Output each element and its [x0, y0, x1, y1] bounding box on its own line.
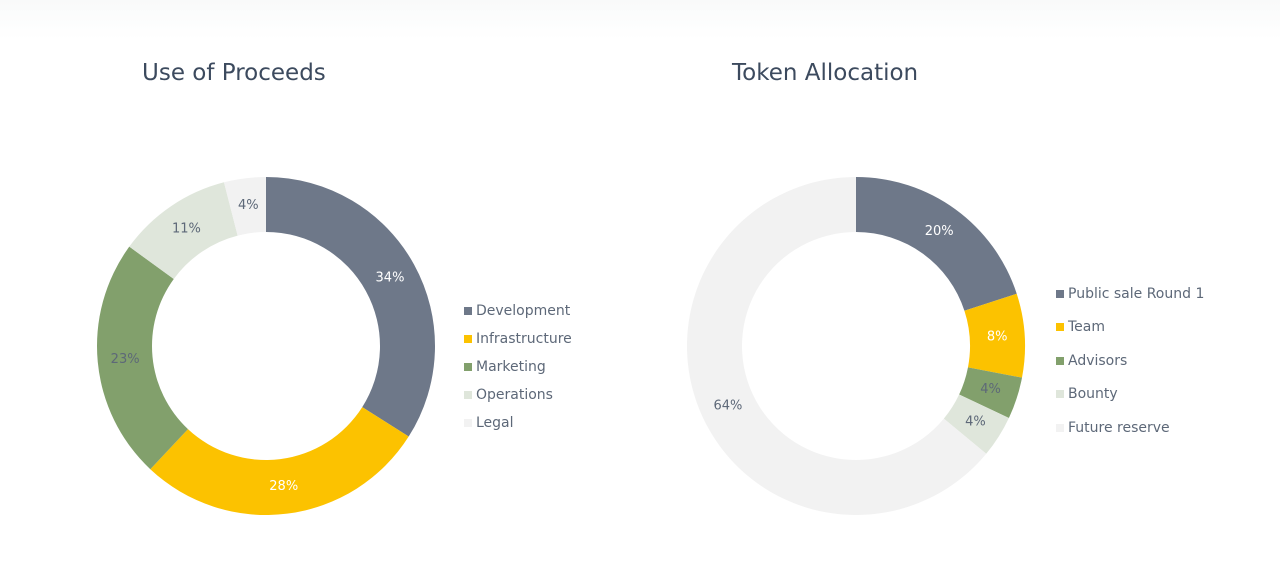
slice-future-reserve — [687, 177, 987, 515]
legend-label: Marketing — [476, 359, 546, 375]
legend-item: Legal — [464, 409, 572, 437]
legend-label: Infrastructure — [476, 331, 572, 347]
legend-item: Infrastructure — [464, 325, 572, 353]
slice-legal — [223, 177, 266, 236]
slice-operations — [129, 182, 238, 279]
legend-swatch — [1056, 323, 1064, 332]
legend-item: Team — [1056, 311, 1204, 345]
legend-swatch — [464, 419, 472, 427]
slice-bounty — [943, 394, 1009, 454]
use-of-proceeds-legend: Development Infrastructure Marketing Ope… — [464, 297, 572, 437]
legend-label: Advisors — [1068, 352, 1128, 369]
legend-swatch — [464, 335, 472, 343]
slice-advisors — [959, 367, 1023, 418]
chart-title: Token Allocation — [732, 60, 919, 86]
slice-label-operations: 11% — [172, 221, 201, 236]
token-allocation-legend: Public sale Round 1 Team Advisors Bounty… — [1056, 277, 1204, 445]
legend-label: Development — [476, 303, 571, 319]
token-allocation-donut: 20% 8% 4% 4% 64% — [687, 177, 1025, 515]
legend-item: Public sale Round 1 — [1056, 277, 1204, 311]
slice-label-legal: 4% — [238, 198, 259, 213]
slice-label-advisors: 4% — [980, 382, 1001, 397]
slice-development — [266, 177, 435, 437]
slice-public-sale-round-1 — [856, 177, 1017, 311]
slice-label-infrastructure: 28% — [269, 479, 298, 494]
legend-item: Advisors — [1056, 344, 1204, 378]
slice-label-public-sale-round-1: 20% — [925, 224, 954, 239]
slice-label-future-reserve: 64% — [714, 399, 743, 414]
slice-infrastructure — [150, 407, 409, 515]
legend-label: Team — [1068, 319, 1106, 336]
legend-label: Operations — [476, 387, 553, 403]
chart-title: Use of Proceeds — [142, 60, 326, 86]
slice-team — [964, 293, 1025, 378]
legend-item: Marketing — [464, 353, 572, 381]
legend-swatch — [1056, 390, 1064, 399]
use-of-proceeds-chart: Use of Proceeds 34% 28% 23% 11% 4% Developme… — [96, 60, 572, 515]
legend-label: Public sale Round 1 — [1068, 285, 1205, 302]
legend-label: Future reserve — [1068, 419, 1170, 436]
slice-label-development: 34% — [376, 270, 405, 285]
legend-swatch — [1056, 356, 1064, 365]
legend-swatch — [464, 363, 472, 371]
slice-label-team: 8% — [987, 330, 1008, 345]
slice-label-bounty: 4% — [965, 414, 986, 429]
legend-swatch — [1056, 289, 1064, 298]
top-band — [0, 0, 1280, 40]
legend-swatch — [464, 391, 472, 399]
legend-label: Legal — [476, 415, 514, 431]
slice-marketing — [96, 246, 188, 470]
token-allocation-chart: Token Allocation 20% 8% 4% 4% 64% Public sal… — [640, 0, 1280, 576]
legend-item: Bounty — [1056, 378, 1204, 412]
legend-item: Operations — [464, 381, 572, 409]
legend-label: Bounty — [1068, 386, 1118, 403]
legend-swatch — [464, 307, 472, 315]
use-of-proceeds-donut: 34% 28% 23% 11% 4% — [96, 177, 435, 515]
legend-swatch — [1056, 423, 1064, 432]
legend-item: Future reserve — [1056, 411, 1204, 445]
legend-item: Development — [464, 297, 572, 325]
slice-label-marketing: 23% — [111, 352, 140, 367]
